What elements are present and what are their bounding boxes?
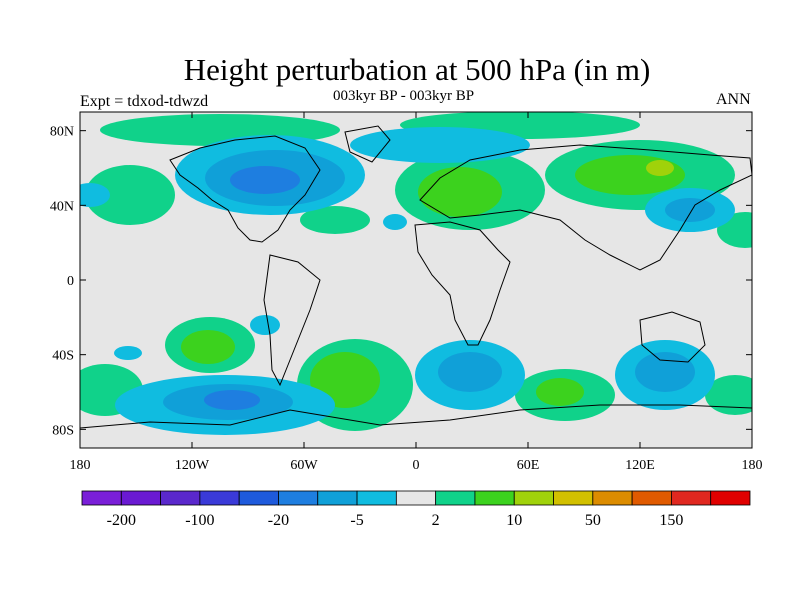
colorbar-box (592, 490, 633, 506)
map-subtitle: 003kyr BP - 003kyr BP (333, 88, 475, 104)
x-tick-label: 180 (70, 458, 91, 473)
y-tick-label: 80N (50, 125, 74, 140)
x-tick-label: 120E (625, 458, 655, 473)
colorbar-box (317, 490, 358, 506)
x-tick-label: 60E (517, 458, 540, 473)
contour-band-atlantic-green (300, 206, 370, 234)
coastlines (80, 125, 752, 429)
y-tick-label: 0 (67, 274, 74, 289)
colorbar-box (199, 490, 240, 506)
coast-eurasia (419, 144, 752, 271)
season-label: ANN (716, 91, 751, 108)
contour-band-japan-core (665, 198, 715, 222)
colorbar-box (474, 490, 515, 506)
y-tick-label: 40S (52, 349, 74, 364)
x-tick-label: 60W (290, 458, 318, 473)
coast-south-america (263, 254, 321, 387)
coast-antarctica (80, 404, 752, 429)
x-axis-ticks: 180 120W 60W 0 60E 120E 180 (70, 112, 763, 473)
colorbar-label: 50 (585, 512, 601, 529)
colorbar-box (356, 490, 397, 506)
colorbar-label: -200 (107, 512, 136, 529)
contour-band-canada-peak (230, 166, 300, 194)
contour-band-australia-core (635, 352, 695, 392)
contour-band-pacific-green (85, 165, 175, 225)
colorbar-label: -100 (185, 512, 214, 529)
colorbar-box (81, 490, 122, 506)
contour-band-npac-blue (80, 183, 110, 207)
colorbar-box (238, 490, 279, 506)
colorbar-label: 2 (432, 512, 440, 529)
contour-band-europe-core (418, 167, 502, 217)
contour-band-arctic-blue (350, 127, 530, 163)
colorbar-label: -20 (268, 512, 289, 529)
colorbar-box (671, 490, 712, 506)
x-tick-label: 0 (413, 458, 420, 473)
colorbar-box (278, 490, 319, 506)
y-tick-label: 80S (52, 423, 74, 438)
colorbar-box (710, 490, 751, 506)
colorbar-label: 150 (659, 512, 683, 529)
map-title: Height perturbation at 500 hPa (in m) (183, 52, 651, 87)
x-tick-label: 180 (742, 458, 763, 473)
contour-band-indian-inner (536, 378, 584, 406)
contour-band-spacific-core (181, 330, 235, 364)
colorbar-labels: -200 -100 -20 -5 2 10 50 150 (107, 512, 684, 529)
coast-australia (639, 311, 706, 363)
colorbar-label: -5 (350, 512, 363, 529)
colorbar-box (395, 490, 437, 506)
contour-band-siberia-core (575, 155, 685, 195)
colorbar-box (631, 490, 672, 506)
x-tick-label: 120W (175, 458, 210, 473)
contour-band-siberia-peak (646, 160, 674, 176)
colorbar (81, 490, 751, 506)
colorbar-box (160, 490, 201, 506)
contour-band-sp-blue (114, 346, 142, 360)
contour-band-antarctic-peak-w (204, 390, 260, 410)
contour-band-sa-blue (250, 315, 280, 335)
contour-band-satlantic-core (310, 352, 380, 408)
colorbar-box (553, 490, 594, 506)
colorbar-label: 10 (506, 512, 522, 529)
experiment-label: Expt = tdxod-tdwzd (80, 93, 209, 110)
coast-greenland (344, 125, 391, 163)
colorbar-box (435, 490, 476, 506)
colorbar-box (120, 490, 161, 506)
contour-band-azores-blue (383, 214, 407, 230)
y-axis-ticks: 80N 40N 0 40S 80S (50, 125, 752, 438)
contour-band-sindian-core (438, 352, 502, 392)
coast-north-america (169, 135, 321, 243)
colorbar-box (513, 490, 554, 506)
coast-africa (414, 221, 511, 346)
y-tick-label: 40N (50, 199, 74, 214)
contour-band-seapacific-green (705, 375, 752, 415)
